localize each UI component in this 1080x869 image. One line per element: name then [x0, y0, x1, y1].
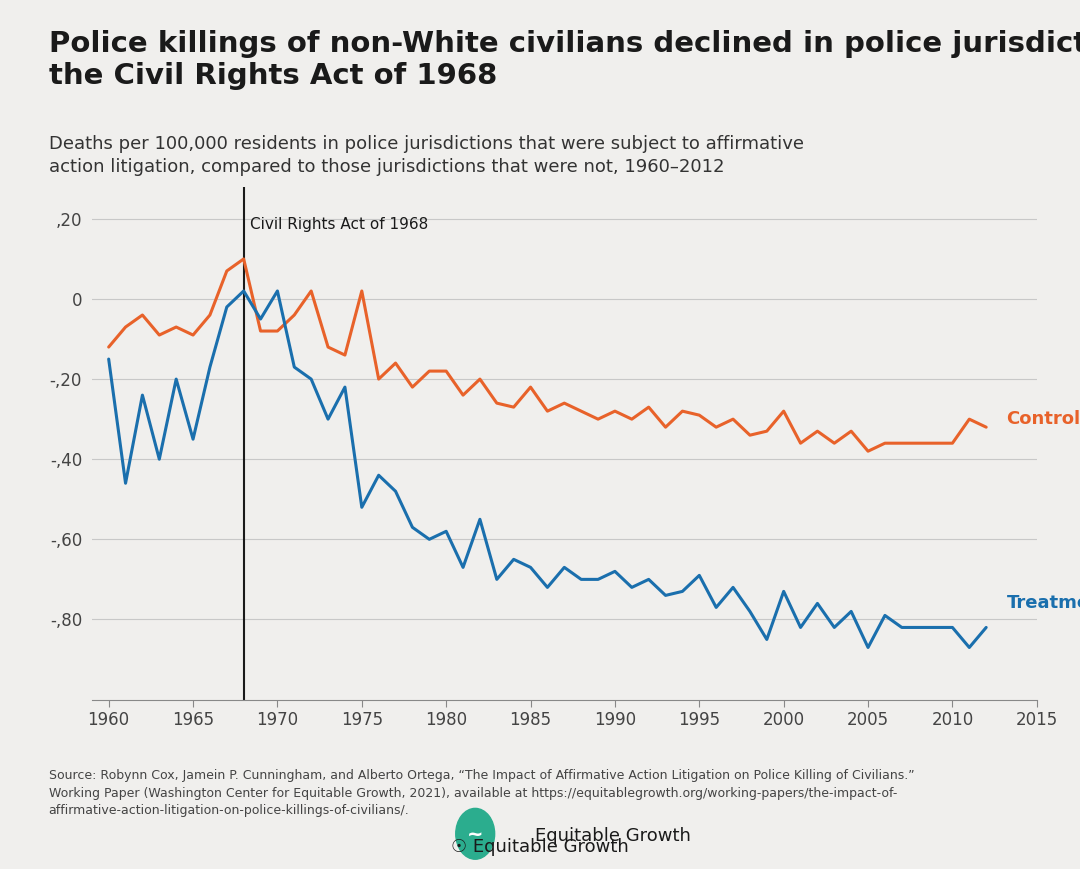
Text: Deaths per 100,000 residents in police jurisdictions that were subject to affirm: Deaths per 100,000 residents in police j…: [49, 135, 804, 176]
Text: ~: ~: [467, 825, 484, 843]
Text: Treatment: Treatment: [1007, 594, 1080, 613]
Text: Source: Robynn Cox, Jamein P. Cunningham, and Alberto Ortega, “The Impact of Aff: Source: Robynn Cox, Jamein P. Cunningham…: [49, 769, 915, 817]
Text: Equitable Growth: Equitable Growth: [535, 827, 690, 845]
Circle shape: [456, 808, 495, 859]
Text: Civil Rights Act of 1968: Civil Rights Act of 1968: [251, 217, 429, 232]
Text: ☉ Equitable Growth: ☉ Equitable Growth: [451, 839, 629, 856]
Text: Police killings of non-White civilians declined in police jurisdictions after
th: Police killings of non-White civilians d…: [49, 30, 1080, 90]
Text: Control: Control: [1007, 410, 1080, 428]
